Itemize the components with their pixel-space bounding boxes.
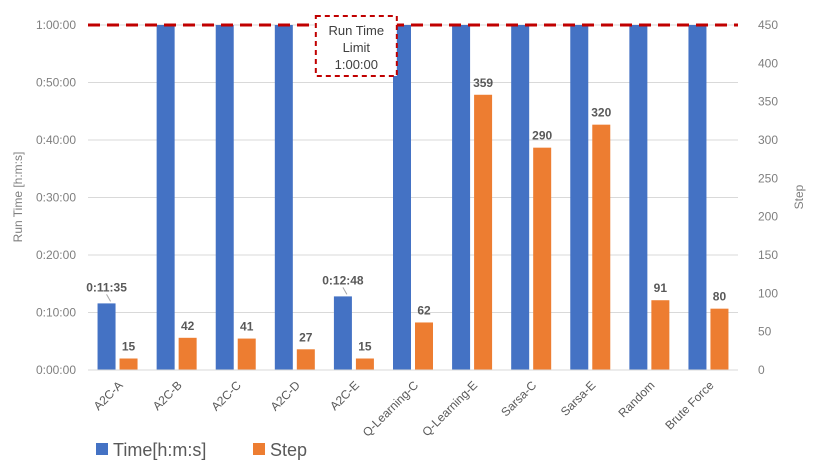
right-tick-label: 0 (758, 363, 765, 377)
bar-step (296, 349, 315, 370)
bar-step (533, 147, 552, 370)
category-label: A2C-C (208, 378, 244, 414)
bar-step (651, 300, 670, 370)
data-label-step: 62 (417, 303, 431, 317)
bar-step (415, 322, 433, 370)
data-label-step: 359 (473, 76, 493, 90)
data-label-time: 0:12:48 (322, 273, 364, 287)
category-label: Sarsa-C (498, 378, 539, 419)
bar-time (452, 25, 471, 370)
right-tick-label: 300 (758, 133, 778, 147)
data-label-step: 42 (181, 319, 195, 333)
data-label-leader (342, 287, 348, 295)
bar-time (688, 25, 707, 370)
left-tick-label: 0:10:00 (36, 306, 76, 320)
right-tick-label: 50 (758, 325, 772, 339)
bar-step (592, 124, 611, 371)
limit-annotation-line-3: 1:00:00 (335, 57, 378, 72)
bar-time (97, 303, 116, 370)
limit-annotation-line-2: Limit (343, 40, 371, 55)
legend: Time[h:m:s] Step (96, 440, 307, 460)
bar-step (119, 358, 138, 370)
category-label: A2C-B (150, 378, 185, 413)
limit-annotation-line-1: Run Time (328, 23, 384, 38)
data-label-step: 290 (532, 129, 552, 143)
bar-time (393, 25, 411, 370)
legend-swatch-time (96, 443, 108, 455)
data-label-step: 15 (122, 340, 136, 354)
right-tick-label: 150 (758, 248, 778, 262)
right-tick-label: 350 (758, 95, 778, 109)
category-label: Random (616, 378, 658, 420)
right-tick-label: 100 (758, 286, 778, 300)
bars (97, 25, 729, 371)
category-label: A2C-E (327, 378, 362, 413)
run-time-limit-annotation: Run Time Limit 1:00:00 (314, 15, 398, 77)
data-label-step: 91 (654, 281, 668, 295)
data-labels: 0:11:35 15 42 41 27 0:12:48 15 62 359 290 320 91 80 (86, 76, 726, 354)
right-tick-label: 200 (758, 210, 778, 224)
data-label-leader (106, 294, 111, 302)
category-labels: A2C-A A2C-B A2C-C A2C-D A2C-EQ-Learning-CQ-L… (91, 378, 717, 440)
legend-label-step: Step (270, 440, 307, 460)
bar-step (178, 337, 197, 370)
bar-time (629, 25, 648, 370)
right-axis-ticks: 0 50 100 150 200 250 300 350 400 450 (758, 18, 778, 377)
right-tick-label: 450 (758, 18, 778, 32)
left-tick-label: 0:30:00 (36, 191, 76, 205)
left-axis-ticks: 0:00:00 0:10:00 0:20:00 0:30:00 0:40:00 0:50:… (36, 18, 76, 377)
right-tick-label: 250 (758, 171, 778, 185)
bar-time (511, 25, 530, 370)
bar-time (333, 296, 352, 370)
bar-time (570, 25, 589, 370)
data-label-step: 41 (240, 320, 254, 334)
data-label-time: 0:11:35 (86, 280, 127, 294)
left-axis-title: Run Time [h:m:s] (11, 152, 25, 243)
left-tick-label: 0:40:00 (36, 133, 76, 147)
category-label: Brute Force (662, 378, 716, 432)
bar-step (237, 338, 256, 370)
category-label: Sarsa-E (558, 378, 599, 419)
limit-annotation-box (314, 15, 398, 77)
bar-step (474, 94, 493, 371)
category-label: Q-Learning-E (419, 378, 480, 439)
left-tick-label: 0:00:00 (36, 363, 76, 377)
bar-time (156, 25, 175, 370)
left-tick-label: 1:00:00 (36, 18, 76, 32)
data-label-step: 27 (299, 330, 313, 344)
bar-step (355, 358, 374, 370)
bar-step (710, 308, 729, 370)
category-label: A2C-D (268, 378, 304, 414)
legend-swatch-step (253, 443, 265, 455)
data-label-step: 320 (591, 106, 611, 120)
right-axis-title: Step (792, 184, 806, 209)
data-label-step: 80 (713, 290, 727, 304)
category-label: Q-Learning-C (360, 378, 422, 440)
left-tick-label: 0:20:00 (36, 248, 76, 262)
right-tick-label: 400 (758, 56, 778, 70)
data-label-step: 15 (358, 340, 372, 354)
legend-label-time: Time[h:m:s] (113, 440, 206, 460)
bar-time (274, 25, 293, 370)
bar-time (215, 25, 234, 370)
category-label: A2C-A (91, 378, 126, 413)
left-tick-label: 0:50:00 (36, 76, 76, 90)
